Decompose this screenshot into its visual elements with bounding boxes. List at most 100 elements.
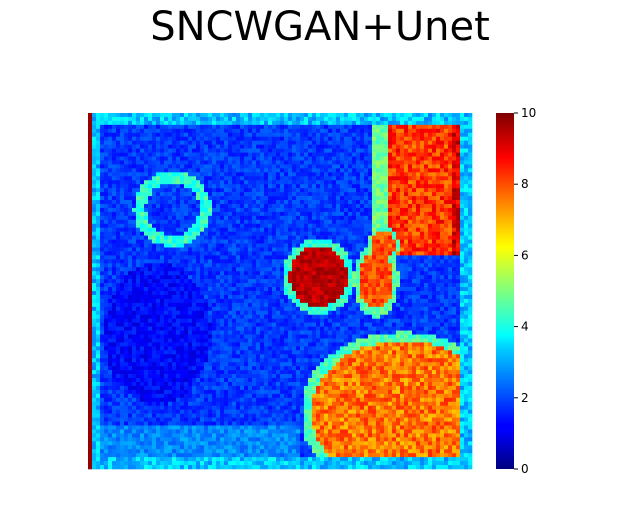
chart-title: SNCWGAN+Unet [150, 4, 490, 50]
heatmap-cell [100, 259, 105, 264]
heatmap-cell [168, 294, 173, 300]
heatmap-cell [132, 120, 137, 126]
heatmap-cell [212, 136, 217, 141]
heatmap-cell [116, 168, 121, 173]
heatmap-cell [444, 113, 449, 118]
heatmap-cell [372, 294, 377, 300]
heatmap-cell [184, 291, 189, 296]
heatmap-cell [152, 291, 157, 296]
heatmap-cell [168, 144, 173, 149]
heatmap-cell [204, 184, 209, 189]
heatmap-cell [188, 164, 193, 169]
heatmap-cell [440, 239, 445, 244]
heatmap-cell [364, 196, 369, 201]
heatmap-cell [96, 298, 101, 304]
heatmap-cell [360, 176, 365, 181]
heatmap-cell [184, 156, 189, 161]
heatmap-cell [160, 188, 165, 193]
heatmap-cell [140, 124, 145, 130]
heatmap-cell [152, 287, 157, 292]
heatmap-cell [100, 306, 105, 312]
heatmap-cell [292, 215, 297, 221]
heatmap-cell [128, 219, 133, 225]
heatmap-cell [380, 275, 385, 280]
heatmap-cell [248, 188, 253, 193]
heatmap-cell [368, 168, 373, 173]
heatmap-cell [180, 113, 185, 118]
heatmap-cell [444, 152, 449, 157]
heatmap-cell [188, 148, 193, 153]
heatmap-cell [224, 172, 229, 177]
heatmap-cell [320, 140, 325, 145]
heatmap-cell [96, 243, 101, 248]
heatmap-cell [392, 200, 397, 205]
heatmap-cell [456, 267, 461, 272]
heatmap-cell [412, 231, 417, 236]
heatmap-cell [412, 200, 417, 205]
heatmap-cell [396, 180, 401, 185]
heatmap-cell [152, 196, 157, 201]
heatmap-cell [416, 227, 421, 232]
heatmap-cell [380, 188, 385, 193]
heatmap-cell [340, 160, 345, 165]
heatmap-cell [176, 243, 181, 248]
heatmap-cell [412, 176, 417, 181]
heatmap-cell [288, 113, 293, 118]
heatmap-cell [188, 314, 193, 319]
heatmap-cell [204, 259, 209, 264]
heatmap-cell [100, 231, 105, 236]
heatmap-cell [152, 192, 157, 197]
heatmap-cell [304, 279, 309, 284]
heatmap-cell [192, 287, 197, 292]
heatmap-cell [200, 291, 205, 296]
heatmap-cell [204, 124, 209, 130]
heatmap-cell [260, 164, 265, 169]
heatmap-cell [404, 152, 409, 157]
heatmap-cell [356, 140, 361, 145]
heatmap-cell [448, 156, 453, 161]
heatmap-cell [332, 184, 337, 189]
heatmap-cell [372, 235, 377, 240]
heatmap-cell [220, 116, 225, 122]
heatmap-cell [332, 263, 337, 268]
heatmap-cell [372, 310, 377, 316]
heatmap-cell [244, 271, 249, 276]
heatmap-cell [452, 255, 457, 260]
heatmap-cell [300, 196, 305, 201]
heatmap-cell [428, 188, 433, 193]
heatmap-cell [284, 168, 289, 173]
heatmap-cell [312, 113, 317, 118]
heatmap-cell [160, 239, 165, 244]
heatmap-cell [168, 140, 173, 145]
heatmap-cell [440, 132, 445, 138]
heatmap-cell [456, 152, 461, 157]
heatmap-cell [132, 207, 137, 213]
heatmap-cell [412, 152, 417, 157]
heatmap-cell [460, 113, 465, 118]
heatmap-cell [408, 291, 413, 296]
heatmap-cell [172, 283, 177, 288]
heatmap-cell [100, 275, 105, 280]
heatmap-cell [180, 180, 185, 185]
heatmap-cell [204, 267, 209, 272]
heatmap-cell [392, 160, 397, 165]
heatmap-cell [264, 172, 269, 177]
heatmap-cell [200, 219, 205, 225]
heatmap-cell [404, 196, 409, 201]
heatmap-cell [236, 120, 241, 126]
heatmap-cell [464, 279, 469, 284]
heatmap-cell [216, 128, 221, 134]
heatmap-cell [184, 113, 189, 118]
heatmap-cell [112, 116, 117, 122]
heatmap-cell [272, 247, 277, 252]
heatmap-cell [108, 219, 113, 225]
heatmap-cell [416, 267, 421, 272]
heatmap-cell [444, 219, 449, 225]
heatmap-cell [132, 239, 137, 244]
heatmap-cell [408, 120, 413, 126]
heatmap-cell [240, 310, 245, 316]
heatmap-cell [424, 132, 429, 138]
heatmap-cell [148, 196, 153, 201]
heatmap-cell [100, 132, 105, 138]
heatmap-cell [388, 227, 393, 232]
